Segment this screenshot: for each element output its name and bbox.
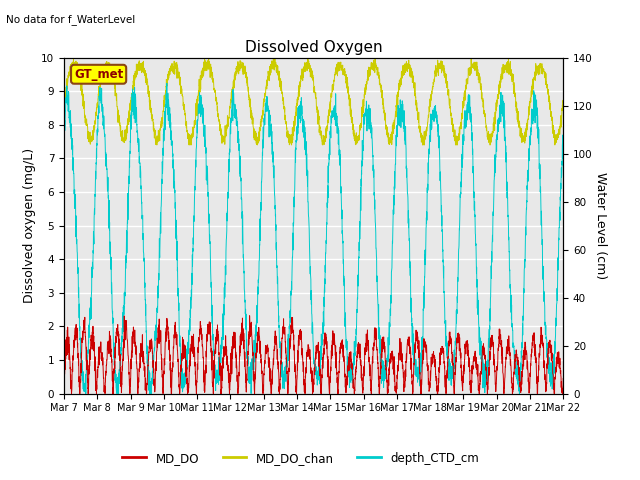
Title: Dissolved Oxygen: Dissolved Oxygen — [244, 40, 383, 55]
Legend: MD_DO, MD_DO_chan, depth_CTD_cm: MD_DO, MD_DO_chan, depth_CTD_cm — [118, 447, 484, 469]
Text: GT_met: GT_met — [74, 68, 124, 81]
Y-axis label: Dissolved oxygen (mg/L): Dissolved oxygen (mg/L) — [22, 148, 36, 303]
Text: No data for f_WaterLevel: No data for f_WaterLevel — [6, 14, 136, 25]
Y-axis label: Water Level (cm): Water Level (cm) — [593, 172, 607, 279]
